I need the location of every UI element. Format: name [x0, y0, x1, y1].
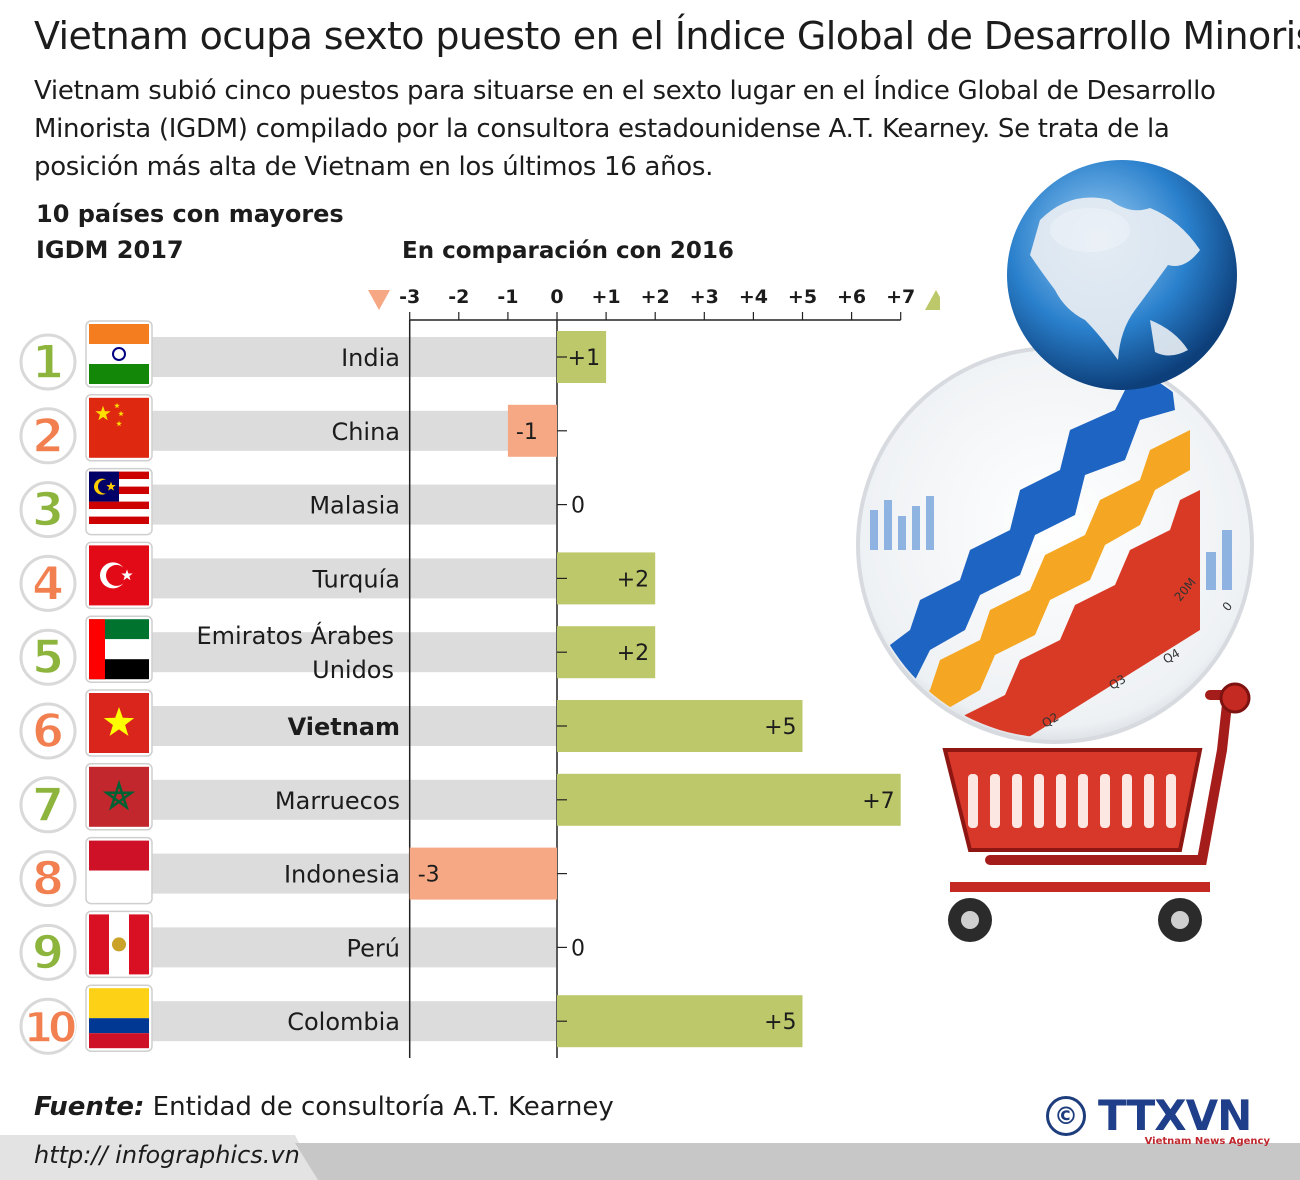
footer-band — [0, 1135, 1300, 1180]
value-label: -3 — [418, 863, 440, 888]
country-label: Perú — [347, 934, 400, 962]
rank-number: 3 — [32, 483, 64, 537]
row-track — [148, 927, 556, 968]
rank-badge — [19, 702, 77, 760]
rank-number: 4 — [32, 556, 64, 610]
rank-badge — [19, 554, 77, 612]
globe-icon — [1007, 160, 1237, 390]
value-label: 0 — [571, 936, 585, 961]
source-note: Fuente: Entidad de consultoría A.T. Kear… — [34, 1092, 614, 1122]
value-label: +2 — [617, 567, 649, 592]
bar-vietnam — [557, 700, 803, 752]
country-label: Indonesia — [284, 861, 400, 889]
decrease-marker-icon — [368, 290, 390, 310]
growth-arrows — [870, 370, 1232, 738]
china-flag-icon — [85, 394, 153, 462]
country-label: Colombia — [287, 1008, 400, 1036]
country-label: Emiratos Árabes Unidos — [196, 621, 394, 684]
india-flag-icon — [85, 320, 153, 388]
bar-china — [507, 404, 557, 457]
x-tick-label: +2 — [641, 286, 670, 308]
value-label: +2 — [617, 641, 649, 666]
x-tick-label: -2 — [448, 286, 469, 308]
row-track — [148, 337, 556, 377]
retail-growth-illustration: Q2 Q3 Q4 20M 0 — [856, 160, 1254, 942]
rank-number: 8 — [32, 852, 64, 906]
row-track — [148, 632, 556, 673]
rank-badge — [19, 481, 77, 539]
rank-number: 6 — [32, 704, 64, 758]
rank-badge — [19, 407, 77, 465]
footer-url[interactable]: http:// infographics.vn — [34, 1141, 300, 1169]
rank-number: 5 — [32, 630, 64, 684]
x-tick-label: +5 — [788, 286, 817, 308]
source-text: Entidad de consultoría A.T. Kearney — [152, 1092, 614, 1122]
row-track — [148, 410, 556, 451]
country-label: Vietnam — [288, 713, 400, 741]
row-track — [148, 1001, 556, 1042]
country-label: Turquía — [312, 565, 401, 593]
bar-marruecos — [557, 773, 901, 826]
bar-colombia — [557, 995, 803, 1048]
bar-indonesia — [409, 847, 557, 900]
value-label: +5 — [764, 1010, 796, 1035]
chart-title: 10 países con mayores IGDM 2017 — [36, 200, 344, 264]
x-tick-label: 0 — [550, 286, 563, 308]
peru-flag-icon — [85, 910, 153, 979]
country-label: Malasia — [309, 492, 400, 520]
country-label: Marruecos — [275, 787, 400, 815]
value-label: +5 — [764, 715, 796, 740]
page-title: Vietnam ocupa sexto puesto en el Índice … — [34, 14, 1300, 58]
source-label: Fuente: — [34, 1092, 145, 1122]
rank-number: 10 — [24, 1003, 76, 1052]
shopping-cart-icon — [942, 682, 1251, 942]
rank-number: 9 — [32, 925, 64, 979]
value-label: +1 — [568, 346, 600, 371]
rank-badge — [19, 628, 77, 686]
row-track — [148, 706, 556, 746]
x-tick-label: -1 — [497, 286, 518, 308]
value-label: +7 — [862, 789, 894, 814]
copyright-icon: © — [1046, 1096, 1086, 1136]
row-track — [148, 484, 556, 525]
rank-number: 7 — [32, 778, 64, 832]
country-label: India — [341, 344, 400, 372]
morocco-flag-icon — [85, 763, 153, 831]
value-label: 0 — [571, 494, 585, 519]
row-track — [148, 779, 556, 820]
colombia-flag-icon — [85, 984, 153, 1052]
vietnam-flag-icon — [85, 689, 153, 757]
x-tick-label: +6 — [837, 286, 866, 308]
bar-emiratos-rabes-unidos — [557, 626, 656, 679]
rank-number: 1 — [32, 335, 64, 389]
ranking-chart: -3 -2 -1 0 +1 +2 +3 +4 +5 +6 +7 1 India +1 2 China -1 3 Ma… — [19, 286, 940, 1058]
increase-marker-icon — [925, 290, 940, 310]
rank-badge — [19, 333, 77, 391]
x-tick-label: +1 — [592, 286, 621, 308]
turkey-flag-icon — [85, 541, 153, 610]
x-tick-label: +3 — [690, 286, 719, 308]
rank-badge — [19, 850, 77, 908]
uae-flag-icon — [85, 615, 153, 683]
rank-badge — [19, 997, 77, 1055]
ttxvn-logo: TTXVN Vietnam News Agency — [1098, 1094, 1270, 1154]
row-track — [148, 558, 556, 599]
comparison-axis-label: En comparación con 2016 — [402, 238, 734, 264]
logo-tagline: Vietnam News Agency — [1144, 1136, 1270, 1147]
value-label: -1 — [516, 420, 538, 445]
rank-badge — [19, 923, 77, 981]
logo-name: TTXVN — [1098, 1091, 1252, 1140]
rank-badge — [19, 776, 77, 834]
x-tick-label: -3 — [399, 286, 420, 308]
x-tick-label: +7 — [886, 286, 915, 308]
x-tick-label: +4 — [739, 286, 768, 308]
malaysia-flag-icon — [85, 467, 153, 536]
bar-turqu-a — [557, 552, 656, 605]
page-subtitle: Vietnam subió cinco puestos para situars… — [34, 76, 1216, 182]
indonesia-flag-icon — [85, 836, 153, 905]
rank-number: 2 — [32, 409, 64, 463]
country-label: China — [331, 418, 400, 446]
